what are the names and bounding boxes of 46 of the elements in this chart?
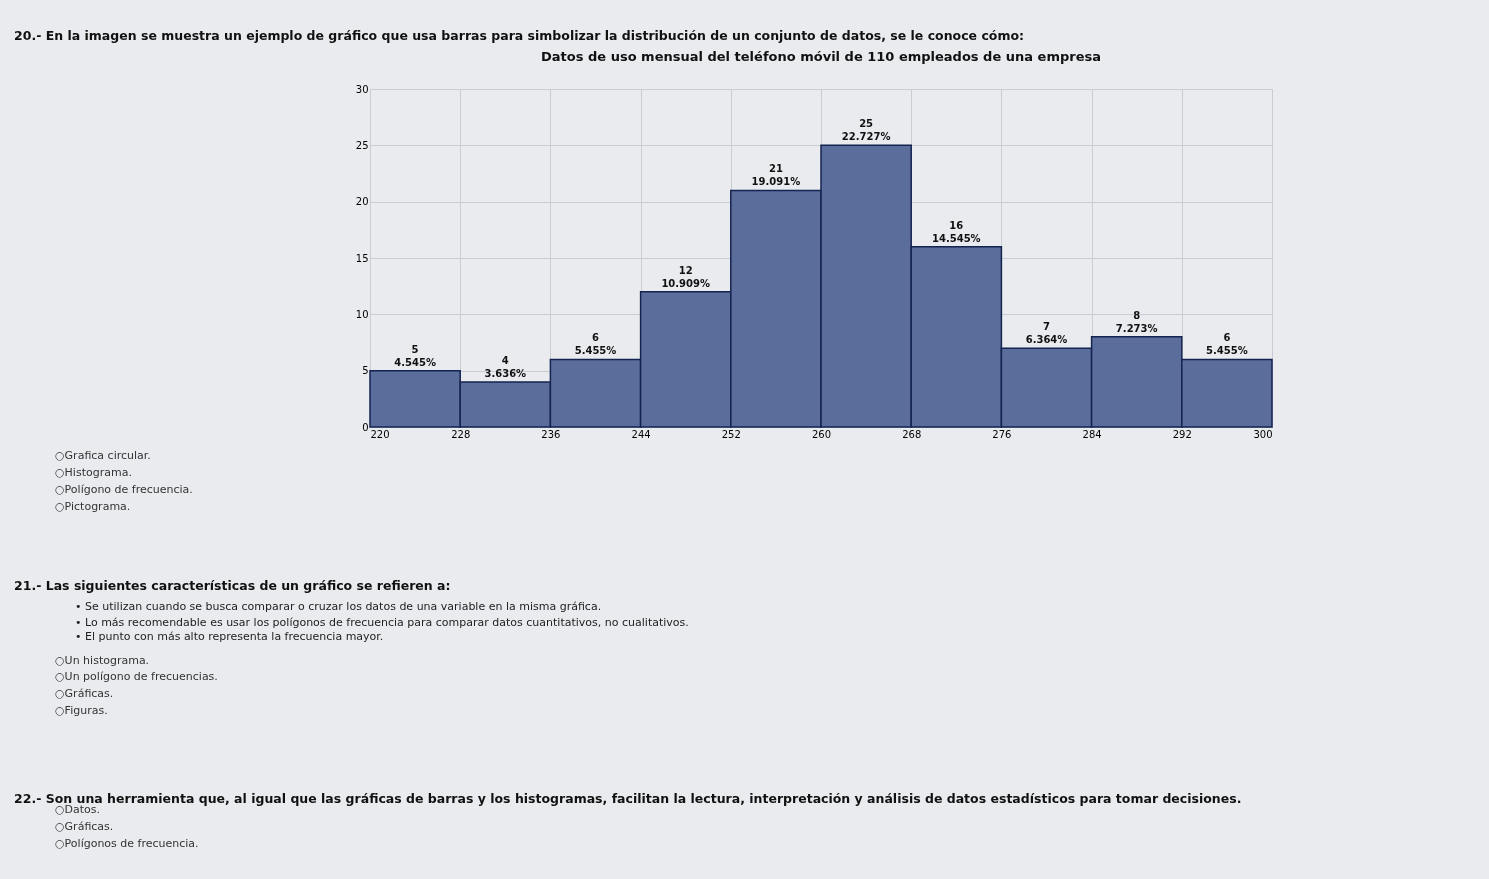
x-tick-label: 244 (631, 428, 651, 440)
x-tick-label: 276 (992, 428, 1012, 440)
text: ○Histograma. (55, 466, 132, 479)
data-label: 5 4.545% (394, 343, 436, 368)
text: ○Polígonos de frecuencia. (55, 837, 199, 850)
y-tick-label: 25 (355, 139, 369, 151)
y-tick-label: 10 (355, 308, 369, 320)
data-label: 16 14.545% (932, 219, 981, 244)
text: • Lo más recomendable es usar los polígonos de frecuencia para comparar datos cuantitativos, no cualitativos. (75, 616, 689, 629)
text: 21.- Las siguientes características de un gráfico se refieren a: (14, 578, 451, 593)
text: ○Datos. (55, 803, 101, 816)
text: ○Un histograma. (55, 654, 150, 667)
text: ○Figuras. (55, 704, 108, 717)
text: ○Gráficas. (55, 820, 114, 833)
x-tick-label: 292 (1172, 428, 1192, 440)
data-label: 6 5.455% (574, 332, 617, 357)
text: 22.- Son una herramienta que, al igual que las gráficas de barras y los histogramas, facilitan la lectura, interpretación y análisis de datos estadísticos para tomar decisiones. (14, 791, 1242, 806)
text: • El punto con más alto representa la frecuencia mayor. (75, 630, 384, 643)
y-tick-label: 30 (355, 83, 369, 95)
chart-title: Datos de uso mensual del teléfono móvil de 110 empleados de una empresa (541, 49, 1101, 64)
x-tick-label: 220 (370, 428, 390, 440)
text: ○Grafica circular. (55, 449, 151, 462)
data-label: 21 19.091% (751, 163, 801, 188)
y-tick-label: 5 (362, 365, 369, 377)
data-label: 8 7.273% (1115, 309, 1158, 334)
x-tick-label: 228 (451, 428, 471, 440)
text: ○Gráficas. (55, 687, 114, 700)
text: • Se utilizan cuando se busca comparar o cruzar los datos de una variable en la misma gráfica. (75, 600, 602, 613)
x-tick-label: 284 (1082, 428, 1102, 440)
y-tick-label: 0 (362, 421, 369, 433)
data-label: 4 3.636% (484, 354, 527, 379)
data-label: 25 22.727% (841, 118, 891, 143)
x-tick-label: 268 (902, 428, 922, 440)
y-tick-label: 20 (355, 196, 369, 208)
x-tick-label: 252 (721, 428, 741, 440)
data-label: 7 6.364% (1025, 321, 1068, 346)
text: ○Polígono de frecuencia. (55, 483, 193, 496)
x-tick-label: 260 (811, 428, 832, 440)
x-tick-label: 300 (1253, 428, 1273, 440)
text: ○Un polígono de frecuencias. (55, 670, 218, 683)
data-label: 6 5.455% (1206, 332, 1248, 357)
y-tick-label: 15 (355, 252, 369, 264)
x-tick-label: 236 (541, 428, 561, 440)
text: 20.- En la imagen se muestra un ejemplo de gráfico que usa barras para simbolizar la distribución de un conjunto de datos, se le conoce cómo: (14, 28, 1025, 43)
text: ○Pictograma. (55, 500, 131, 513)
data-label: 12 10.909% (661, 264, 710, 289)
